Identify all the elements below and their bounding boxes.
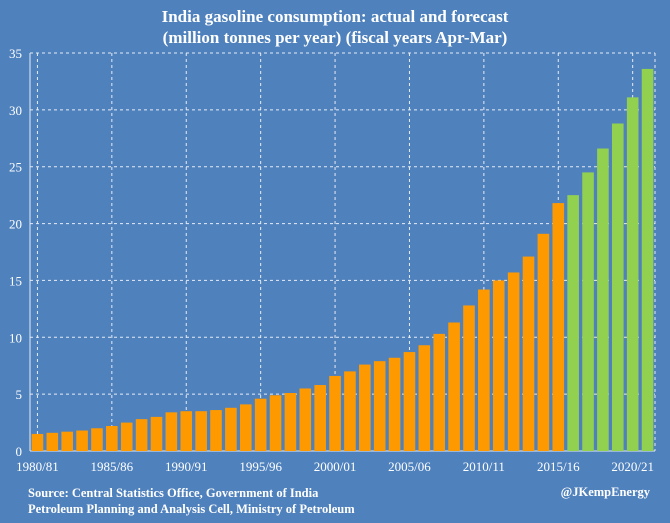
bar-actual-2004-05 bbox=[388, 357, 401, 451]
bar-actual-2007-08 bbox=[433, 333, 446, 451]
bar-actual-2011-12 bbox=[492, 280, 505, 451]
bar-actual-2012-13 bbox=[507, 272, 520, 451]
y-tick-label: 30 bbox=[9, 103, 22, 118]
bar-actual-2001-02 bbox=[344, 371, 356, 451]
bar-forecast-2020-21 bbox=[626, 97, 639, 451]
bar-actual-2008-09 bbox=[448, 322, 460, 451]
bar-actual-1987-88 bbox=[135, 419, 148, 451]
y-tick-label: 15 bbox=[9, 273, 22, 288]
bar-actual-2010-11 bbox=[478, 289, 490, 451]
y-axis: 0 5 10 15 20 25 30 35 bbox=[9, 46, 22, 459]
bar-actual-1984-85 bbox=[91, 428, 103, 451]
bar-actual-1997-98 bbox=[284, 393, 297, 451]
bar-actual-1996-97 bbox=[269, 395, 282, 451]
y-tick-label: 25 bbox=[9, 160, 22, 175]
x-tick-label: 2010/11 bbox=[463, 459, 505, 474]
bar-actual-1998-99 bbox=[299, 388, 312, 451]
bar-actual-1993-94 bbox=[225, 407, 237, 451]
bar-actual-1989-90 bbox=[165, 412, 178, 451]
bar-actual-2002-03 bbox=[359, 364, 371, 451]
x-axis: 1980/81 1985/86 1990/91 1995/96 2000/01 2005/… bbox=[16, 459, 654, 474]
bar-actual-2006-07 bbox=[418, 345, 431, 451]
bar-actual-2015-16 bbox=[552, 203, 565, 451]
source-line-2: Petroleum Planning and Analysis Cell, Mi… bbox=[28, 502, 355, 516]
bar-actual-1985-86 bbox=[106, 425, 118, 451]
x-tick-label: 1980/81 bbox=[16, 459, 59, 474]
bar-actual-1990-91 bbox=[180, 411, 193, 451]
x-tick-label: 2015/16 bbox=[537, 459, 580, 474]
bar-actual-1995-96 bbox=[254, 398, 267, 451]
bar-actual-2000-01 bbox=[329, 375, 341, 451]
bar-actual-1981-82 bbox=[46, 432, 59, 451]
chart-title-block: India gasoline consumption: actual and f… bbox=[0, 6, 670, 48]
bar-actual-1999-00 bbox=[314, 385, 326, 451]
bar-actual-1992-93 bbox=[210, 410, 222, 451]
x-tick-label: 1985/86 bbox=[91, 459, 134, 474]
bar-actual-1986-87 bbox=[120, 422, 133, 451]
bar-actual-1980-81 bbox=[31, 433, 44, 451]
bar-actual-2005-06 bbox=[403, 352, 416, 451]
bar-forecast-2016-17 bbox=[567, 195, 579, 451]
y-tick-label: 5 bbox=[16, 387, 23, 402]
bars bbox=[31, 68, 654, 452]
bar-forecast-2018-19 bbox=[597, 148, 609, 451]
bar-actual-1983-84 bbox=[76, 430, 88, 451]
bar-actual-1994-95 bbox=[239, 404, 252, 451]
chart-subtitle: (million tonnes per year) (fiscal years … bbox=[162, 28, 508, 47]
x-tick-label: 1990/91 bbox=[165, 459, 208, 474]
bar-actual-2013-14 bbox=[522, 256, 535, 451]
y-tick-label: 20 bbox=[9, 217, 22, 232]
author-credit: @JKempEnergy bbox=[560, 485, 650, 499]
bar-actual-1982-83 bbox=[61, 431, 74, 451]
y-tick-label: 35 bbox=[9, 46, 22, 61]
x-tick-label: 2000/01 bbox=[314, 459, 357, 474]
y-tick-label: 10 bbox=[9, 330, 22, 345]
bar-actual-2014-15 bbox=[537, 233, 550, 451]
bar-actual-1991-92 bbox=[195, 411, 207, 451]
bar-actual-2003-04 bbox=[373, 361, 386, 451]
x-tick-label: 2020/21 bbox=[611, 459, 654, 474]
bar-forecast-2017-18 bbox=[582, 172, 594, 451]
bar-forecast-2021-22 bbox=[641, 68, 654, 452]
source-line-1: Source: Central Statistics Office, Gover… bbox=[28, 486, 319, 500]
bar-actual-2009-10 bbox=[463, 305, 475, 451]
bar-actual-1988-89 bbox=[150, 416, 163, 451]
y-tick-label: 0 bbox=[16, 444, 23, 459]
chart-title: India gasoline consumption: actual and f… bbox=[161, 7, 509, 26]
x-tick-label: 2005/06 bbox=[388, 459, 431, 474]
x-tick-label: 1995/96 bbox=[239, 459, 282, 474]
bar-forecast-2019-20 bbox=[611, 123, 624, 451]
